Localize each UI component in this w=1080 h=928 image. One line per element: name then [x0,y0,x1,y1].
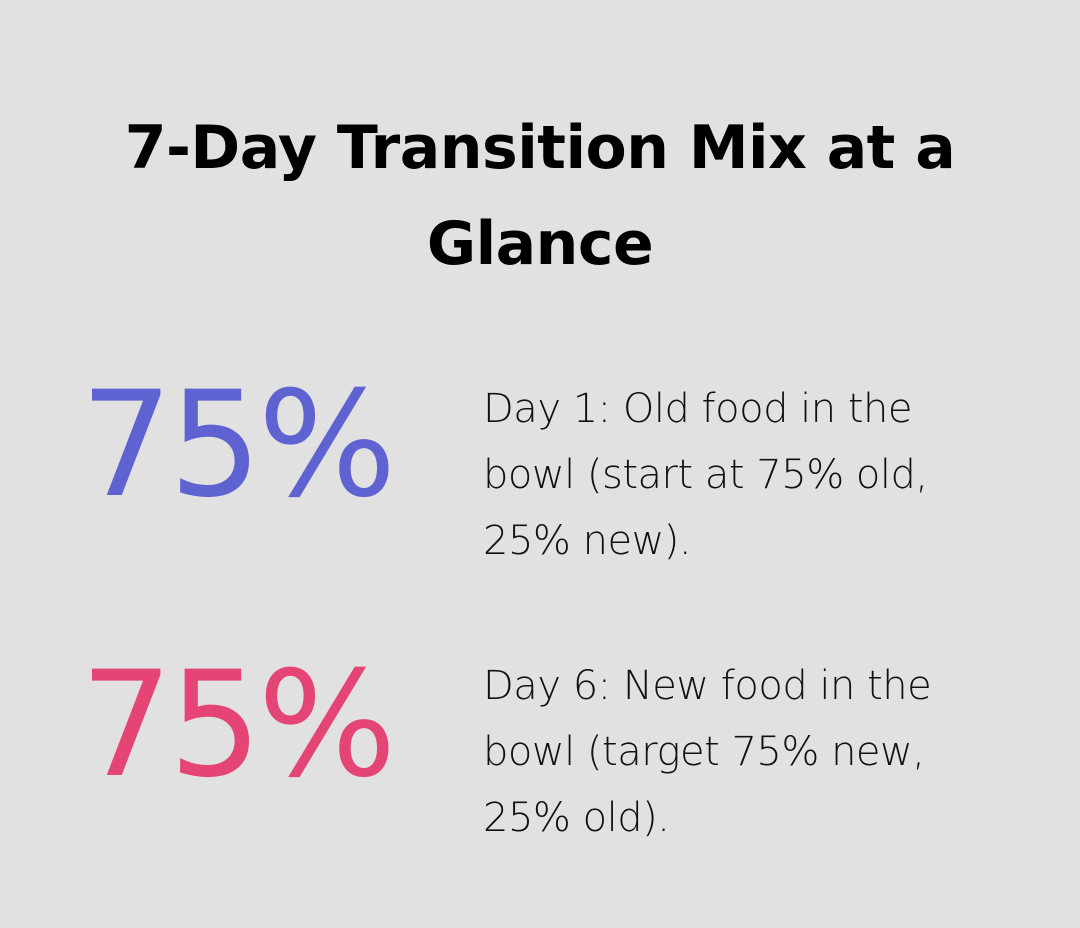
stat-value-day-1: 75% [80,360,397,530]
stat-value-day-6: 75% [80,640,397,810]
page-title: 7-Day Transition Mix at a Glance [124,113,956,279]
stat-description-day-6: Day 6: New food in the bowl (target 75% … [483,663,932,841]
stat-description-day-1: Day 1: Old food in the bowl (start at 75… [483,386,928,564]
